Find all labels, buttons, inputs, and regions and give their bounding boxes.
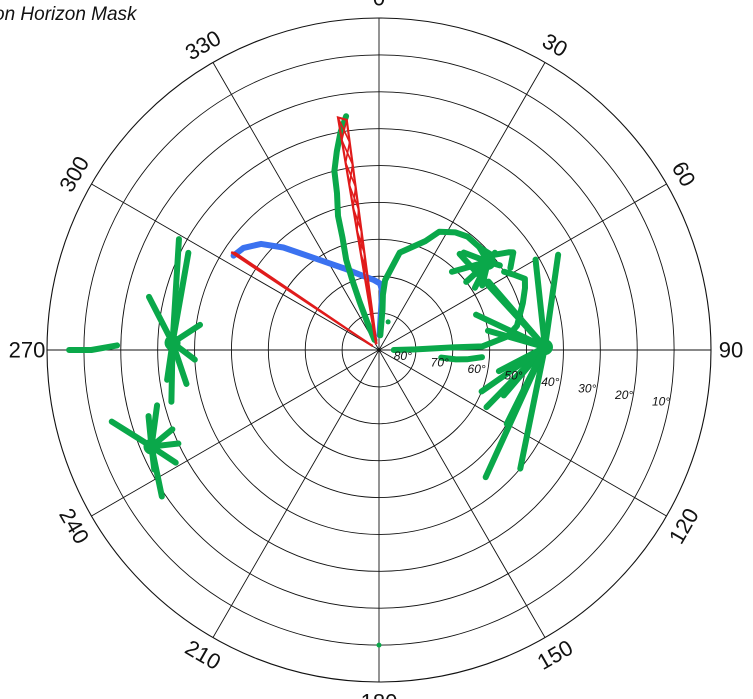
starburst-arm-6-11: [541, 251, 562, 351]
chart-marks: [66, 113, 562, 648]
azimuth-spoke-150: [378, 349, 546, 638]
starburst-arm-8-1: [145, 293, 176, 346]
chart-title: on Horizon Mask: [0, 4, 137, 25]
elevation-label-40: 40°: [541, 375, 559, 389]
elevation-label-20: 20°: [614, 388, 633, 402]
elevation-label-50: 50°: [504, 369, 522, 383]
starburst-arm-6-3: [484, 327, 548, 351]
azimuth-spoke-300: [91, 183, 380, 351]
azimuth-label-180: 180: [361, 690, 398, 699]
azimuth-label-30: 30: [538, 28, 572, 62]
track-line-1: [377, 228, 517, 339]
azimuth-spoke-30: [378, 62, 546, 351]
starburst-arm-6-12: [503, 344, 548, 427]
mask-box-lattice-11: [337, 117, 378, 344]
azimuth-spoke-120: [378, 349, 667, 517]
starburst-arm-6-8: [517, 344, 548, 472]
scatter-point-10-0: [385, 319, 391, 325]
starburst-arm-6-7: [478, 344, 548, 395]
chart-labels: 030609012015018021024027030033080°70°60°…: [9, 0, 744, 699]
azimuth-spoke-60: [378, 183, 667, 351]
elevation-label-70: 70°: [431, 356, 449, 370]
track-line-3: [66, 342, 121, 353]
azimuth-label-270: 270: [9, 338, 46, 363]
starburst-arm-6-10: [532, 256, 548, 351]
azimuth-spoke-240: [91, 349, 380, 517]
elevation-label-10: 10°: [652, 395, 670, 409]
starburst-center-9: [143, 438, 160, 455]
track-line-5: [438, 354, 485, 363]
azimuth-label-90: 90: [719, 338, 743, 363]
azimuth-label-0: 0: [373, 0, 385, 11]
starburst-center-6: [536, 339, 553, 356]
elevation-label-30: 30°: [578, 382, 596, 396]
azimuth-spoke-210: [212, 349, 380, 638]
azimuth-spoke-330: [212, 62, 380, 351]
track-line-4: [390, 268, 528, 353]
elevation-label-80: 80°: [394, 349, 412, 363]
starburst-arm-8-6: [169, 236, 182, 346]
elevation-label-60: 60°: [468, 362, 486, 376]
starburst-arm-6-1: [485, 278, 548, 351]
mask-box-12: [230, 251, 374, 348]
azimuth-label-60: 60: [667, 157, 701, 191]
track-line-0: [230, 240, 386, 339]
starburst-arm-9-3: [148, 443, 165, 500]
polar-grid: [46, 17, 712, 683]
starburst-center-8: [164, 334, 181, 351]
scatter-point-10-1: [376, 642, 382, 648]
starburst-center-7: [479, 253, 496, 270]
starburst-arm-8-3: [168, 339, 176, 405]
track-line-2: [331, 113, 378, 343]
